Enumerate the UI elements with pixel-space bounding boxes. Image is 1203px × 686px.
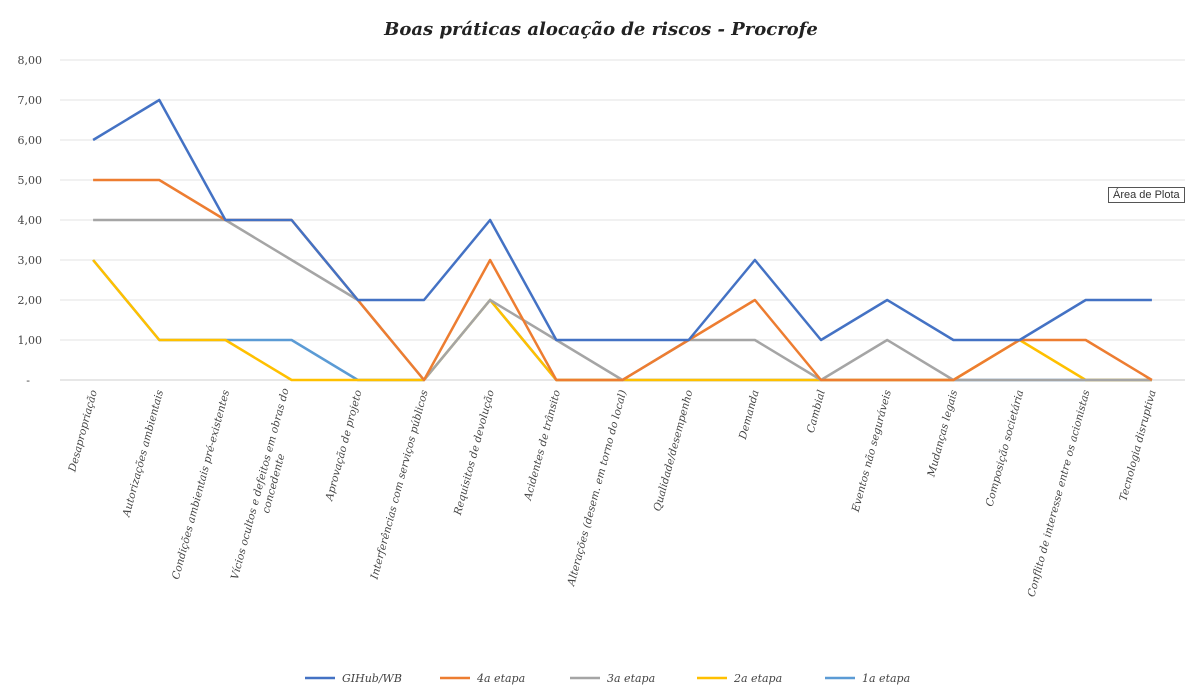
legend-label: 1a etapa [862, 672, 910, 685]
legend-label: 4a etapa [476, 672, 525, 685]
legend-label: 3a etapa [607, 672, 655, 685]
x-tick-label: Condições ambientais pré-existentes [170, 388, 232, 581]
x-tick-label: Acidentes de trânsito [522, 389, 563, 503]
y-tick-label: 4,00 [18, 214, 43, 227]
series-line-gihub-wb [92, 98, 1152, 342]
x-tick-label: Composição societária [984, 389, 1027, 508]
x-tick-label: Desapropriação [66, 389, 100, 474]
y-tick-label: 5,00 [18, 174, 43, 187]
x-tick-label: Alterações (desem. em torno do local) [565, 389, 629, 588]
series-lines [92, 98, 1153, 382]
x-axis-ticks: Desapropriação Autorizações ambientais Con… [66, 387, 1158, 598]
legend-label: GIHub/WB [342, 672, 402, 685]
series-line-4a-etapa [93, 178, 1153, 382]
x-tick-label: Autorizações ambientais [120, 388, 166, 519]
x-tick-label: Eventos não seguráveis [850, 388, 895, 514]
x-tick-label: Vícios ocultos e defeitos em obras docon… [229, 387, 304, 584]
series-line-2a-etapa [92, 259, 1152, 382]
y-tick-label: - [26, 374, 30, 387]
x-tick-label: Tecnologia disruptiva [1117, 389, 1158, 503]
x-tick-label: Conflito de interesse entre os acionista… [1026, 388, 1093, 598]
x-tick-label: Demanda [737, 389, 762, 442]
legend: GIHub/WB 4a etapa 3a etapa 2a etapa 1a etapa [305, 672, 910, 685]
series-line-1a-etapa [92, 259, 1152, 382]
plot-area-tooltip: Área de Plota [1108, 187, 1185, 203]
chart-title: Boas práticas alocação de riscos - Procr… [383, 19, 818, 40]
y-tick-label: 1,00 [18, 334, 43, 347]
y-tick-label: 8,00 [18, 54, 43, 67]
y-axis-ticks: - 1,00 2,00 3,00 4,00 5,00 6,00 7,00 8,00 [18, 54, 43, 387]
x-tick-label: Interferências com serviços públicos [368, 388, 431, 582]
y-tick-label: 6,00 [18, 134, 43, 147]
x-tick-label: Requisitos de devolução [452, 389, 497, 518]
y-tick-label: 7,00 [18, 94, 43, 107]
x-tick-label: Aprovação de projeto [323, 389, 364, 503]
legend-label: 2a etapa [733, 672, 782, 685]
x-tick-label: Cambial [805, 389, 828, 435]
x-tick-label: Qualidade/desempenho [651, 389, 695, 513]
x-tick-label: Mudanças legais [925, 388, 960, 479]
y-tick-label: 3,00 [18, 254, 43, 267]
y-tick-label: 2,00 [18, 294, 43, 307]
